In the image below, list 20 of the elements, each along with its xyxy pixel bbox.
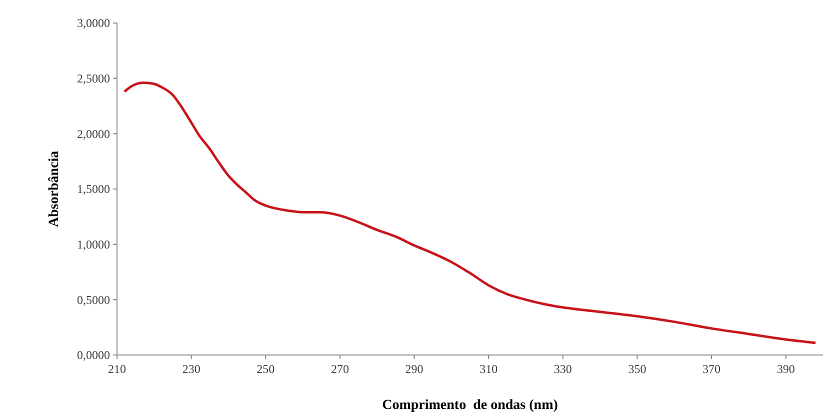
x-tick-label: 310: [480, 362, 498, 376]
x-tick-label: 270: [330, 362, 349, 376]
y-axis-title: Absorbância: [47, 150, 62, 228]
y-tick-label: 1,5000: [77, 182, 110, 196]
y-tick-label: 1,0000: [77, 238, 110, 252]
x-tick-label: 250: [256, 362, 275, 376]
x-tick-label: 390: [776, 362, 795, 376]
x-tick-label: 210: [108, 362, 126, 376]
x-tick-label: 370: [702, 362, 721, 376]
x-axis-title: Comprimento de ondas (nm): [382, 398, 558, 413]
y-tick-label: 0,0000: [77, 348, 110, 362]
y-tick-label: 3,0000: [77, 16, 110, 30]
x-tick-label: 290: [405, 362, 424, 376]
x-tick-label: 330: [554, 362, 572, 376]
y-tick-label: 2,5000: [77, 72, 110, 86]
line-series: [123, 82, 817, 344]
x-tick-label: 350: [628, 362, 646, 376]
x-tick-label: 230: [182, 362, 200, 376]
y-tick-label: 0,5000: [77, 292, 110, 307]
y-tick-label: 2,0000: [77, 126, 110, 141]
